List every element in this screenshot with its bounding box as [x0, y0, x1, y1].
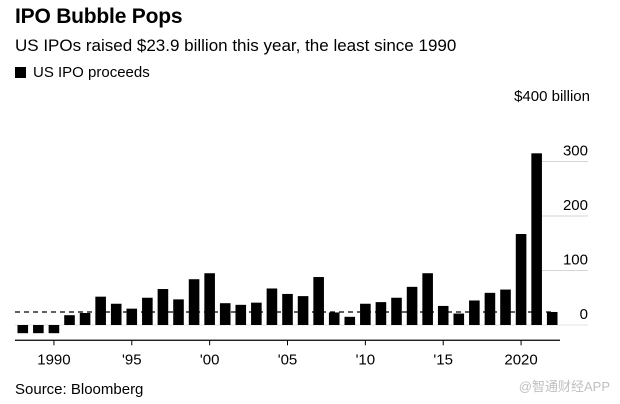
bar-1992 — [79, 313, 91, 325]
y-tick-label-0: 0 — [580, 306, 588, 323]
chart-subtitle: US IPOs raised $23.9 billion this year, … — [15, 36, 457, 55]
bar-2003 — [251, 302, 262, 325]
bar-1999 — [188, 279, 200, 325]
bar-1989 — [33, 325, 44, 334]
x-tick-label-2000: '00 — [200, 351, 220, 368]
bar-1988 — [17, 325, 29, 334]
y-tick-label-300: 300 — [563, 143, 588, 160]
legend-swatch — [15, 67, 26, 78]
bar-1991 — [64, 315, 75, 325]
x-tick-label-2020: 2020 — [504, 351, 537, 368]
watermark: @智通财经APP — [518, 379, 610, 394]
bar-2018 — [484, 292, 496, 325]
x-tick-label-1990: 1990 — [37, 351, 70, 368]
bar-1993 — [95, 296, 106, 325]
bar-1995 — [126, 308, 138, 325]
x-tick-label-1995: '95 — [122, 351, 142, 368]
legend: US IPO proceeds — [15, 64, 150, 81]
bar-2008 — [328, 312, 340, 325]
bar-2004 — [266, 288, 278, 325]
bar-2007 — [313, 277, 324, 325]
bar-2019 — [500, 289, 511, 325]
bar-2009 — [344, 316, 356, 325]
bar-1997 — [157, 289, 169, 325]
x-tick-label-2015: '15 — [433, 351, 453, 368]
bar-2022 — [546, 311, 558, 325]
bar-2010 — [360, 303, 371, 325]
source-note: Source: Bloomberg — [15, 381, 144, 398]
bar-2021 — [531, 153, 542, 325]
x-tick-label-2010: '10 — [356, 351, 376, 368]
x-tick-label-2005: '05 — [278, 351, 298, 368]
legend-label: US IPO proceeds — [33, 64, 150, 81]
y-tick-label-400: $400 billion — [514, 88, 590, 105]
bar-1990 — [48, 325, 60, 334]
bar-1994 — [110, 303, 122, 325]
bar-1996 — [142, 297, 153, 325]
bar-2014 — [422, 273, 433, 325]
bar-2020 — [515, 233, 527, 325]
bar-2011 — [375, 302, 387, 325]
y-tick-label-100: 100 — [563, 252, 588, 269]
y-tick-label-200: 200 — [563, 197, 588, 214]
bar-2016 — [453, 313, 465, 325]
bar-2000 — [204, 273, 215, 325]
bar-2015 — [437, 305, 449, 325]
bar-2017 — [469, 300, 480, 325]
bar-2006 — [297, 296, 309, 325]
chart-title: IPO Bubble Pops — [15, 5, 183, 28]
bar-2013 — [406, 286, 418, 325]
bar-2005 — [282, 293, 293, 325]
bar-2001 — [219, 303, 231, 325]
bar-2002 — [235, 304, 247, 325]
